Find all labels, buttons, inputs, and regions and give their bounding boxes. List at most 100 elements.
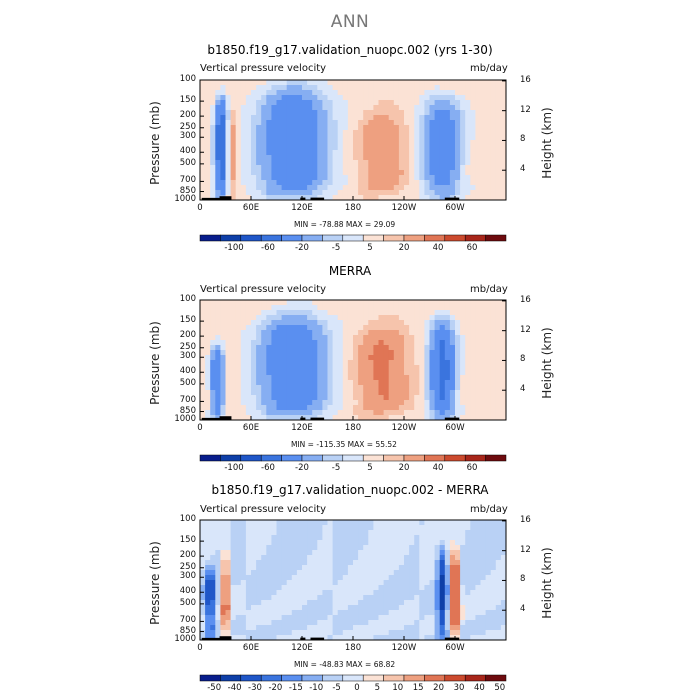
heatmap-cell xyxy=(455,130,461,136)
heatmap-cell xyxy=(245,575,252,581)
heatmap-cell xyxy=(240,350,247,356)
heatmap-cell xyxy=(240,325,247,331)
heatmap-cell xyxy=(434,385,441,391)
heatmap-cell xyxy=(245,560,252,566)
heatmap-cell xyxy=(312,180,318,186)
heatmap-cell xyxy=(271,140,277,146)
heatmap-cell xyxy=(444,190,451,196)
heatmap-cell xyxy=(251,400,257,406)
heatmap-cell xyxy=(460,120,466,126)
heatmap-cell xyxy=(200,625,206,631)
heatmap-cell xyxy=(210,625,216,631)
heatmap-cell xyxy=(210,410,216,416)
panel-2-title: MERRA xyxy=(328,264,372,278)
heatmap-cell xyxy=(225,595,231,601)
heatmap-cell xyxy=(419,380,425,386)
heatmap-cell xyxy=(378,335,384,341)
heatmap-cell xyxy=(302,150,308,156)
heatmap-cell xyxy=(393,610,400,616)
heatmap-cell xyxy=(444,520,451,526)
heatmap-cell xyxy=(307,380,313,386)
heatmap-cell xyxy=(256,530,262,536)
heatmap-cell xyxy=(230,120,237,126)
heatmap-cell xyxy=(347,140,354,146)
heatmap-cell xyxy=(439,590,446,596)
heatmap-cell xyxy=(286,635,293,641)
heatmap-cell xyxy=(363,115,369,121)
heatmap-cell xyxy=(225,605,231,611)
heatmap-cell xyxy=(266,85,272,91)
heatmap-cell xyxy=(449,110,456,116)
panel-1-ylabel-right: Height (km) xyxy=(540,107,554,179)
heatmap-cell xyxy=(322,605,328,611)
heatmap-cell xyxy=(460,605,466,611)
heatmap-cell xyxy=(500,530,507,536)
heatmap-cell xyxy=(317,595,323,601)
heatmap-cell xyxy=(388,545,395,551)
heatmap-cell xyxy=(358,320,364,326)
heatmap-cell xyxy=(286,320,293,326)
heatmap-cell xyxy=(302,165,308,171)
height-tick-label: 4 xyxy=(520,384,526,395)
heatmap-cell xyxy=(419,185,425,191)
heatmap-cell xyxy=(205,370,211,376)
heatmap-cell xyxy=(363,195,369,201)
heatmap-cell xyxy=(500,345,507,351)
heatmap-cell xyxy=(388,540,395,546)
heatmap-cell xyxy=(245,535,252,541)
heatmap-cell xyxy=(378,545,384,551)
heatmap-cell xyxy=(235,410,242,416)
heatmap-cell xyxy=(256,550,262,556)
heatmap-cell xyxy=(317,145,323,151)
heatmap-cell xyxy=(266,350,272,356)
heatmap-cell xyxy=(470,145,476,151)
heatmap-cell xyxy=(296,190,303,196)
heatmap-cell xyxy=(424,560,430,566)
heatmap-cell xyxy=(286,620,293,626)
heatmap-cell xyxy=(235,145,242,151)
heatmap-cell xyxy=(490,575,497,581)
heatmap-cell xyxy=(322,630,328,636)
heatmap-cell xyxy=(332,595,339,601)
heatmap-cell xyxy=(429,595,435,601)
heatmap-cell xyxy=(485,170,492,176)
heatmap-cell xyxy=(475,160,481,166)
heatmap-cell xyxy=(455,575,461,581)
heatmap-cell xyxy=(291,345,298,351)
heatmap-cell xyxy=(271,115,277,121)
heatmap-cell xyxy=(419,115,425,121)
heatmap-cell xyxy=(378,300,384,306)
heatmap-cell xyxy=(465,185,471,191)
heatmap-cell xyxy=(245,135,252,141)
heatmap-cell xyxy=(230,190,237,196)
heatmap-cell xyxy=(434,630,441,636)
heatmap-cell xyxy=(444,180,451,186)
heatmap-cell xyxy=(261,630,267,636)
heatmap-cell xyxy=(286,180,293,186)
heatmap-cell xyxy=(281,95,288,101)
heatmap-cell xyxy=(398,610,405,616)
heatmap-cell xyxy=(337,120,344,126)
heatmap-cell xyxy=(465,120,471,126)
heatmap-cell xyxy=(439,150,446,156)
heatmap-cell xyxy=(444,605,451,611)
heatmap-cell xyxy=(276,590,282,596)
heatmap-cell xyxy=(215,610,221,616)
heatmap-cell xyxy=(296,615,303,621)
heatmap-cell xyxy=(271,625,277,631)
heatmap-cell xyxy=(230,355,237,361)
heatmap-cell xyxy=(281,575,288,581)
heatmap-cell xyxy=(281,170,288,176)
heatmap-cell xyxy=(449,315,456,321)
y-tick-label: 850 xyxy=(179,185,196,196)
heatmap-cell xyxy=(210,395,216,401)
heatmap-cell xyxy=(337,600,344,606)
heatmap-cell xyxy=(225,160,231,166)
heatmap-cell xyxy=(327,345,333,351)
heatmap-cell xyxy=(276,580,282,586)
heatmap-cell xyxy=(368,630,374,636)
heatmap-cell xyxy=(322,185,328,191)
heatmap-cell xyxy=(307,550,313,556)
heatmap-cell xyxy=(327,350,333,356)
heatmap-cell xyxy=(383,380,390,386)
